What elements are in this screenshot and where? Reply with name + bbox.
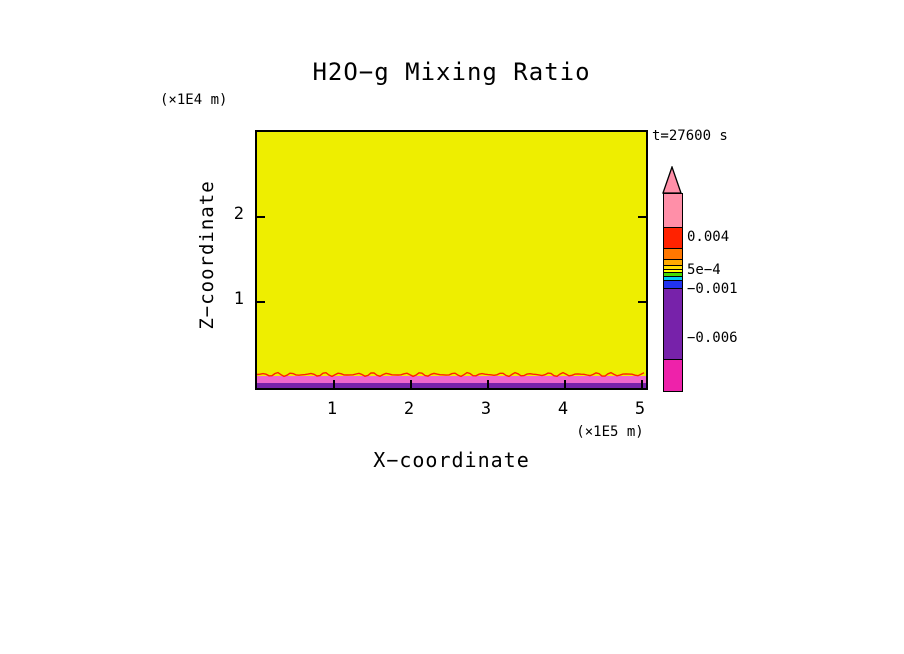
x-tick-label: 1 — [326, 399, 338, 419]
timestamp-label: t=27600 s — [652, 128, 728, 144]
colorbar-segment — [664, 359, 682, 391]
colorbar-segment — [664, 194, 682, 227]
colorbar-tick-label: 0.004 — [687, 229, 730, 245]
y-tick-mark — [638, 301, 646, 303]
x-tick-label: 2 — [403, 399, 415, 419]
x-tick-label: 4 — [557, 399, 569, 419]
chart-title: H2O−g Mixing Ratio — [312, 58, 591, 86]
colorbar-segment — [664, 272, 682, 276]
x-tick-mark — [410, 380, 412, 388]
colorbar-tick-label: −0.006 — [687, 330, 738, 346]
x-tick-label: 3 — [480, 399, 492, 419]
x-tick-mark — [487, 380, 489, 388]
colorbar-tick-label: −0.001 — [687, 281, 738, 297]
colorbar-tick-label: 5e−4 — [687, 262, 721, 278]
colorbar-segment — [664, 248, 682, 259]
y-tick-label: 2 — [233, 204, 244, 224]
colorbar-segment — [664, 227, 682, 248]
colorbar-segment — [664, 276, 682, 280]
colorbar-segment — [664, 265, 682, 269]
x-tick-mark — [333, 380, 335, 388]
y-tick-mark — [257, 301, 265, 303]
colorbar-segment — [664, 288, 682, 359]
y-tick-mark — [638, 216, 646, 218]
y-tick-mark — [257, 216, 265, 218]
x-tick-mark — [564, 380, 566, 388]
x-tick-mark — [641, 380, 643, 388]
colorbar-segment — [664, 269, 682, 272]
x-axis-unit-label: (×1E5 m) — [576, 424, 644, 440]
plot-area — [255, 130, 648, 390]
y-tick-label: 1 — [233, 289, 244, 309]
y-axis-unit-label: (×1E4 m) — [160, 92, 228, 108]
colorbar-segment — [664, 259, 682, 265]
surface-layers — [257, 371, 646, 388]
x-axis-title: X−coordinate — [373, 448, 530, 472]
colorbar-segment — [664, 280, 682, 288]
colorbar — [663, 193, 683, 392]
colorbar-arrow-icon — [662, 166, 682, 194]
x-tick-label: 5 — [634, 399, 646, 419]
y-axis-title: Z−coordinate — [196, 180, 218, 330]
